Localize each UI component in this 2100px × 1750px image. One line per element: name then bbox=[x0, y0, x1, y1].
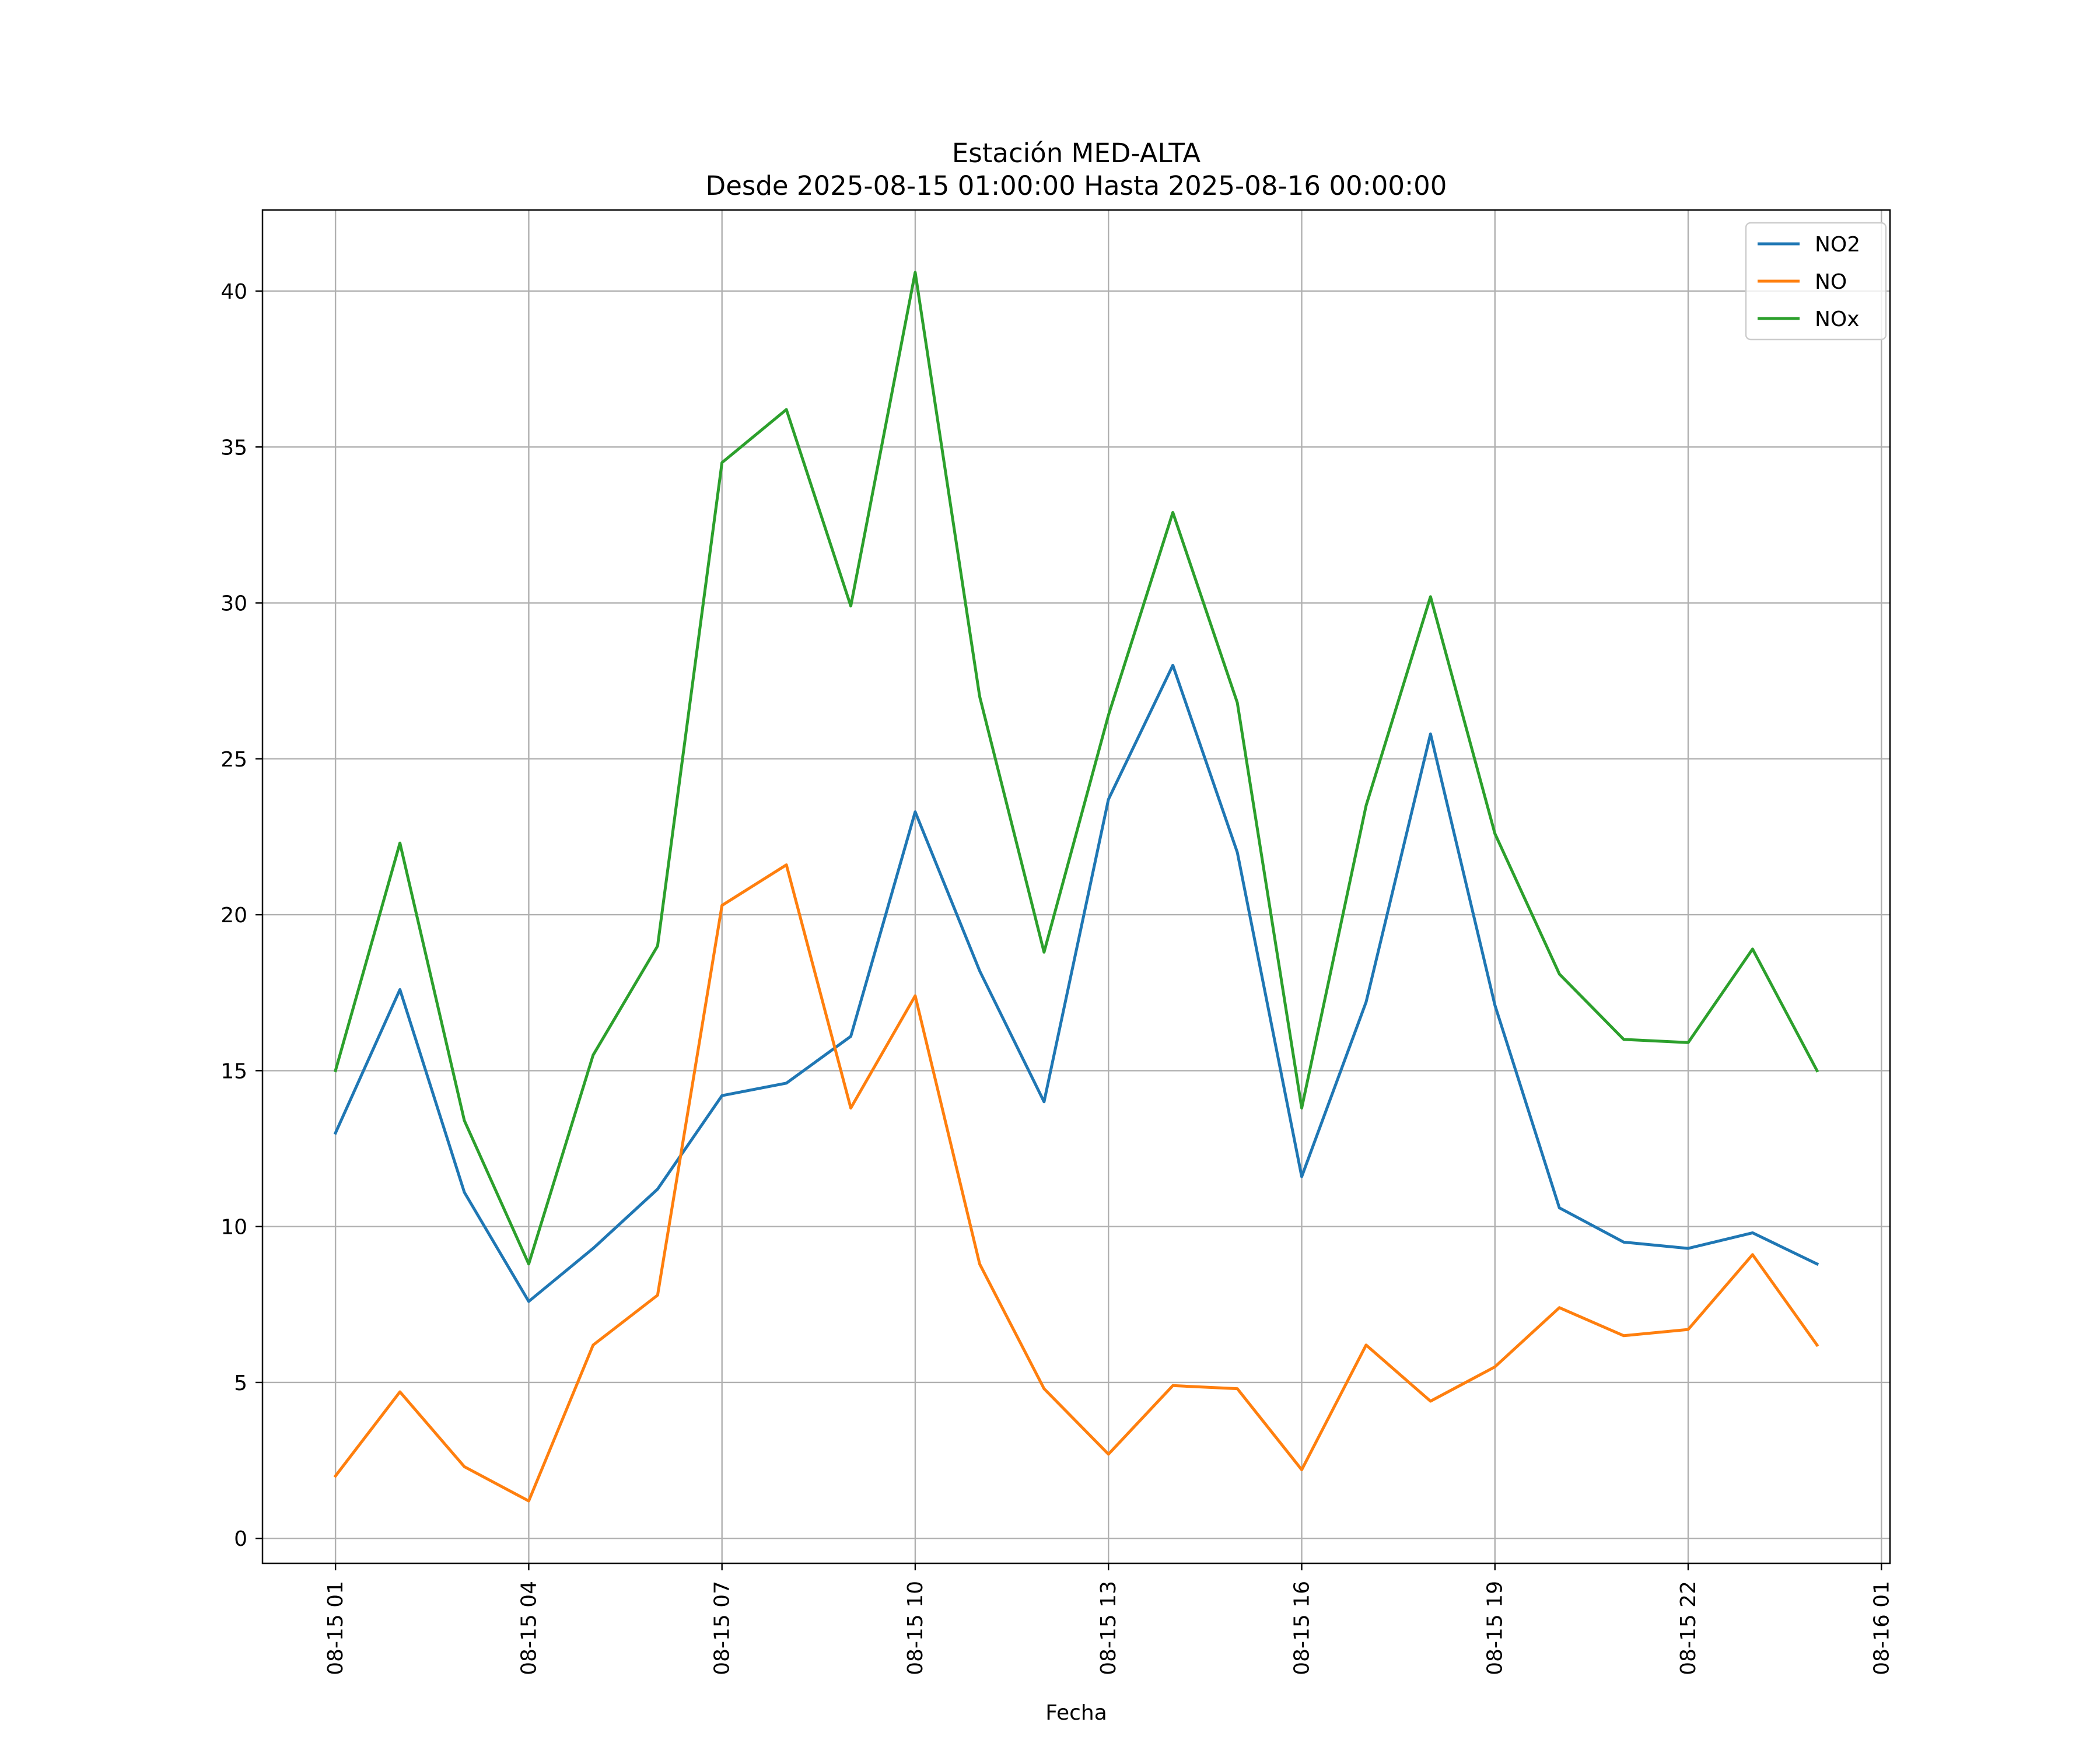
x-tick-label: 08-15 16 bbox=[1290, 1581, 1314, 1675]
series-line-no2 bbox=[333, 664, 1819, 1303]
x-tick-label: 08-15 19 bbox=[1483, 1581, 1507, 1675]
legend-label-no2: NO2 bbox=[1815, 233, 1860, 257]
y-tick-label: 30 bbox=[220, 592, 247, 616]
y-tick-label: 0 bbox=[234, 1527, 247, 1551]
y-tick-label: 25 bbox=[220, 748, 247, 772]
y-tick-label: 15 bbox=[220, 1059, 247, 1083]
series-line-nox bbox=[334, 271, 1819, 1266]
legend-label-no: NO bbox=[1815, 270, 1847, 294]
y-tick-label: 20 bbox=[220, 904, 247, 928]
series-lines bbox=[333, 271, 1819, 1503]
chart-subtitle: Desde 2025-08-15 01:00:00 Hasta 2025-08-… bbox=[706, 170, 1447, 201]
x-tick-label: 08-15 10 bbox=[904, 1581, 928, 1675]
axis-ticks: 08-15 01 08-15 04 08-15 07 08-15 10 08-15 13… bbox=[220, 280, 1894, 1675]
x-axis-label: Fecha bbox=[1045, 1701, 1107, 1725]
legend: NO2 NO NOx bbox=[1745, 222, 1887, 341]
x-tick-label: 08-15 22 bbox=[1676, 1581, 1700, 1675]
legend-box bbox=[1745, 222, 1887, 341]
x-tick-label: 08-15 07 bbox=[710, 1581, 734, 1675]
x-tick-label: 08-15 04 bbox=[517, 1581, 541, 1675]
x-tick-label: 08-15 13 bbox=[1097, 1581, 1121, 1675]
x-tick-label: 08-15 01 bbox=[324, 1581, 348, 1675]
series-line-no bbox=[333, 863, 1819, 1503]
y-tick-label: 5 bbox=[234, 1371, 247, 1395]
y-tick-label: 40 bbox=[220, 280, 247, 304]
grid bbox=[262, 210, 1890, 1563]
chart-title: Estación MED-ALTA bbox=[952, 138, 1201, 169]
x-tick-label: 08-16 01 bbox=[1870, 1581, 1894, 1675]
legend-label-nox: NOx bbox=[1815, 307, 1860, 331]
y-tick-label: 10 bbox=[220, 1216, 247, 1240]
plot-frame bbox=[261, 209, 1891, 1564]
y-tick-label: 35 bbox=[220, 436, 247, 460]
